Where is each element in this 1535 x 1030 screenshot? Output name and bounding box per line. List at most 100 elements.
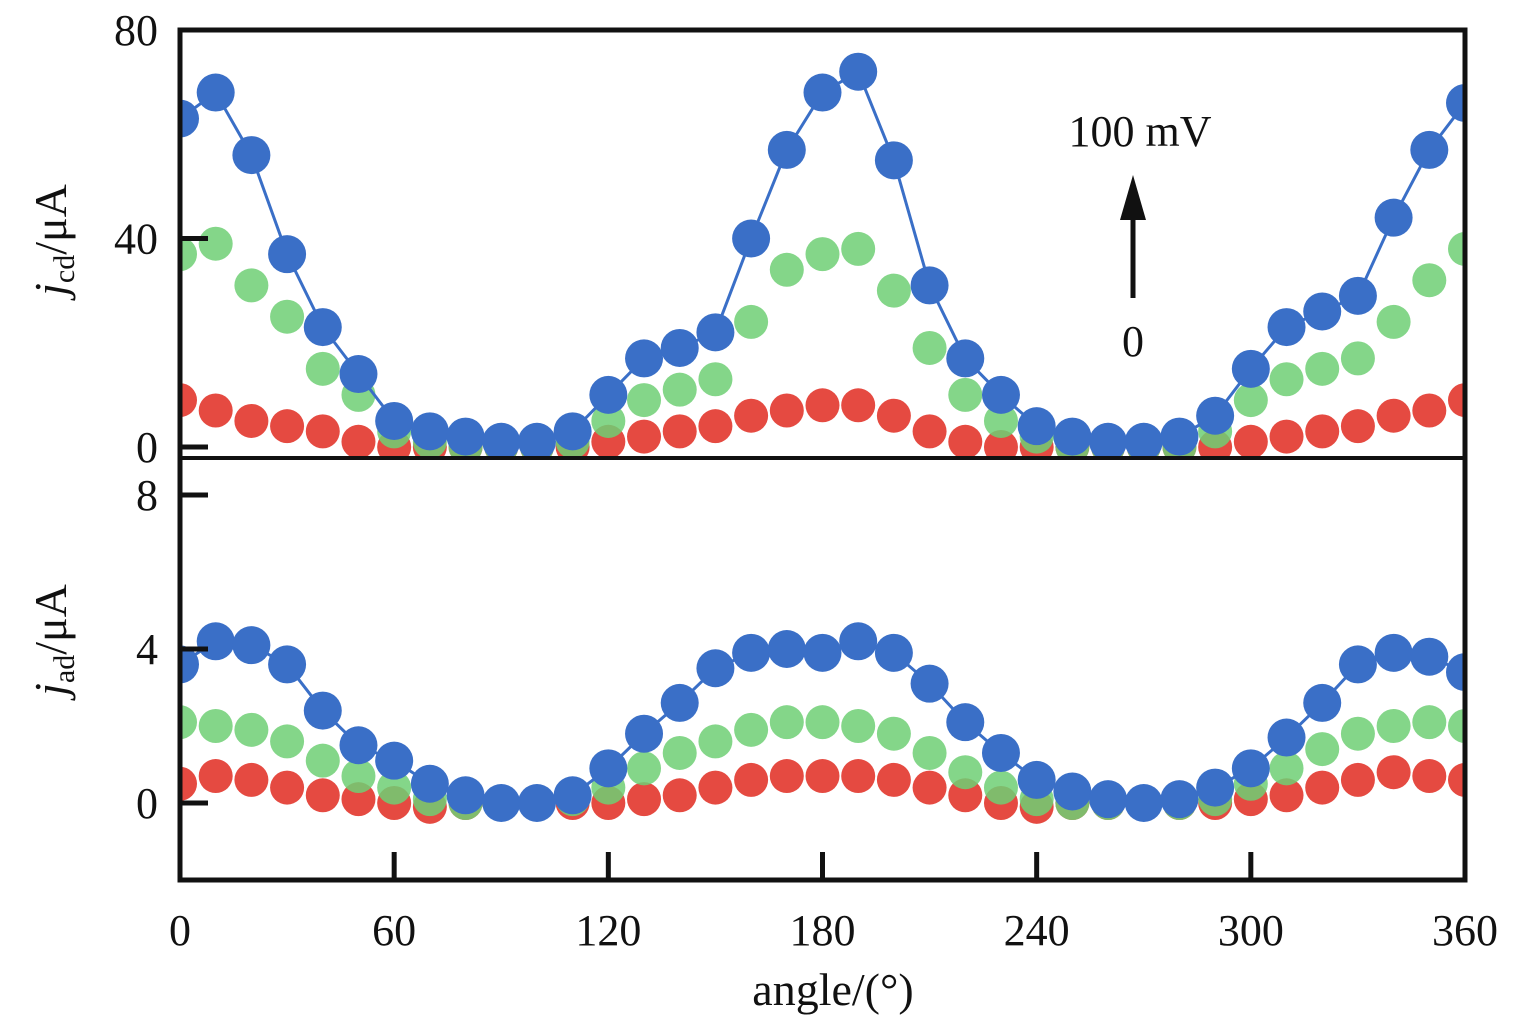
bottom-series-1-point bbox=[912, 735, 947, 770]
bottom-series-0-point bbox=[1017, 760, 1056, 799]
x-tick-label: 0 bbox=[169, 906, 191, 955]
top-y-tick-label: 0 bbox=[136, 423, 158, 472]
top-series-1-point bbox=[1269, 362, 1304, 397]
top-series-0-point bbox=[625, 339, 664, 378]
bottom-y-tick-label: 4 bbox=[136, 625, 158, 674]
bottom-series-1-point bbox=[734, 712, 769, 747]
top-series-0-point bbox=[1053, 417, 1092, 456]
top-series-0-point bbox=[1231, 349, 1270, 388]
bottom-series-1-point bbox=[1412, 705, 1447, 740]
bottom-series-2-point bbox=[305, 778, 340, 813]
top-series-1-point bbox=[180, 237, 197, 272]
bottom-panel-points bbox=[180, 622, 1465, 824]
bottom-series-0-point bbox=[874, 633, 913, 672]
top-series-0-point bbox=[180, 99, 199, 138]
bottom-y-axis-label: jad/μA bbox=[25, 584, 81, 701]
top-series-0-point bbox=[1303, 292, 1342, 331]
bottom-series-1-point bbox=[627, 751, 662, 786]
top-series-2-point bbox=[1233, 424, 1268, 458]
top-series-1-point bbox=[1412, 263, 1447, 298]
bottom-series-2-point bbox=[234, 762, 269, 797]
top-ylabel-unit: /μA bbox=[25, 184, 76, 255]
top-series-0-point bbox=[1089, 422, 1128, 458]
top-series-2-point bbox=[983, 430, 1018, 458]
top-series-1-point bbox=[270, 299, 305, 334]
bottom-series-1-point bbox=[983, 770, 1018, 805]
top-series-1-point bbox=[805, 237, 840, 272]
top-series-2-point bbox=[1269, 419, 1304, 454]
bottom-series-2-point bbox=[805, 759, 840, 794]
top-series-2-point bbox=[1412, 393, 1447, 428]
bottom-series-0-point bbox=[303, 691, 342, 730]
top-series-0-point bbox=[874, 141, 913, 180]
top-series-0-point bbox=[339, 355, 378, 394]
bottom-ylabel-unit: /μA bbox=[25, 584, 76, 655]
top-series-2-point bbox=[1376, 398, 1411, 433]
bottom-series-0-point bbox=[517, 784, 556, 822]
bottom-series-2-point bbox=[1448, 762, 1465, 797]
bottom-ylabel-main: j bbox=[25, 683, 76, 701]
bottom-series-2-point bbox=[876, 762, 911, 797]
bottom-series-0-point bbox=[625, 714, 664, 753]
top-ylabel-main: j bbox=[25, 283, 76, 301]
bottom-series-1-point bbox=[305, 743, 340, 778]
x-tick-label: 240 bbox=[1004, 906, 1070, 955]
bottom-series-2-point bbox=[627, 782, 662, 817]
bottom-series-0-point bbox=[910, 664, 949, 703]
bottom-series-0-point bbox=[553, 776, 592, 815]
bottom-series-1-point bbox=[1448, 709, 1465, 743]
bottom-series-1-point bbox=[769, 705, 804, 740]
bottom-series-1-point bbox=[341, 759, 376, 794]
bottom-ylabel-sub: ad bbox=[48, 655, 81, 683]
bottom-series-0-point bbox=[1196, 768, 1235, 807]
bottom-series-0-point bbox=[1338, 645, 1377, 684]
bottom-series-0-point bbox=[803, 633, 842, 672]
bottom-series-2-point bbox=[698, 770, 733, 805]
x-tick-label: 120 bbox=[575, 906, 641, 955]
bottom-series-0-point bbox=[446, 776, 485, 815]
top-series-0-point bbox=[446, 417, 485, 456]
top-series-0-point bbox=[732, 219, 771, 258]
top-series-0-point bbox=[910, 266, 949, 305]
bottom-series-0-point bbox=[660, 683, 699, 722]
top-series-0-point bbox=[589, 375, 628, 414]
top-series-0-point bbox=[482, 422, 521, 458]
bottom-series-1-point bbox=[1305, 732, 1340, 767]
top-y-tick-label: 40 bbox=[114, 215, 158, 264]
bottom-series-2-point bbox=[1269, 778, 1304, 813]
top-series-0-point bbox=[1196, 396, 1235, 435]
top-series-0-point bbox=[232, 136, 271, 175]
top-series-0-point bbox=[1160, 417, 1199, 456]
top-series-2-point bbox=[1340, 409, 1375, 444]
top-series-1-point bbox=[662, 372, 697, 407]
top-series-2-point bbox=[841, 388, 876, 423]
x-tick-label: 300 bbox=[1218, 906, 1284, 955]
bottom-series-0-point bbox=[375, 741, 414, 780]
top-series-1-point bbox=[734, 304, 769, 339]
bottom-series-0-point bbox=[180, 645, 199, 684]
x-tick-label: 360 bbox=[1432, 906, 1498, 955]
top-series-0-point bbox=[1446, 83, 1465, 122]
bottom-series-0-point bbox=[732, 633, 771, 672]
bottom-series-0-point bbox=[1089, 780, 1128, 819]
top-series-2-point bbox=[341, 424, 376, 458]
top-series-1-point bbox=[983, 403, 1018, 438]
bottom-series-0-point bbox=[1267, 718, 1306, 757]
bottom-series-0-point bbox=[196, 622, 235, 661]
bottom-series-1-point bbox=[948, 755, 983, 790]
bottom-series-0-point bbox=[1160, 780, 1199, 819]
bottom-y-tick-label: 0 bbox=[136, 779, 158, 828]
top-series-1-point bbox=[591, 403, 626, 438]
top-series-1-point bbox=[841, 231, 876, 266]
top-series-1-point bbox=[769, 252, 804, 287]
bottom-series-1-point bbox=[876, 716, 911, 751]
top-series-1-point bbox=[1305, 351, 1340, 386]
bottom-series-2-point bbox=[662, 778, 697, 813]
top-series-0-point bbox=[517, 422, 556, 458]
top-series-1-point bbox=[698, 362, 733, 397]
top-series-0-point bbox=[981, 375, 1020, 414]
top-series-0-point bbox=[1267, 308, 1306, 347]
top-series-0-point bbox=[375, 401, 414, 440]
top-series-0-point bbox=[1017, 407, 1056, 446]
x-tick-label: 60 bbox=[372, 906, 416, 955]
